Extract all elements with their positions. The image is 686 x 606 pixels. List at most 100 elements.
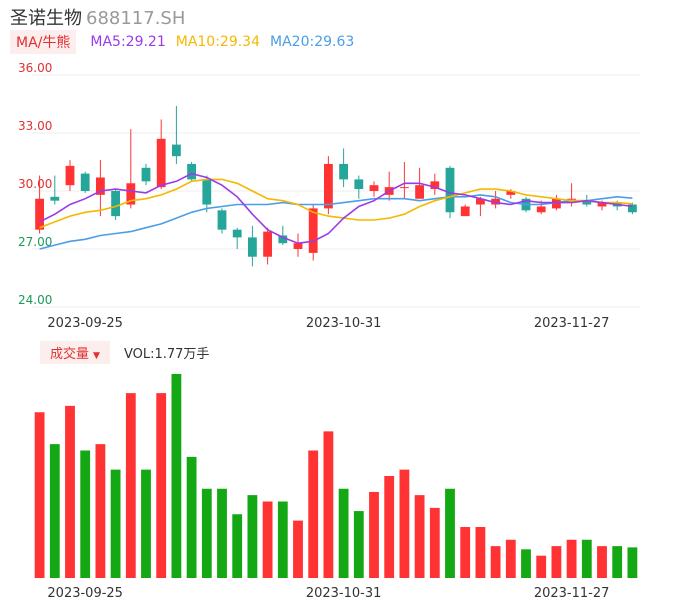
volume-bar (353, 511, 364, 578)
candle-body (95, 177, 105, 195)
candle-body (126, 183, 136, 205)
candle-body (232, 229, 242, 238)
candle-body (475, 198, 485, 205)
candle-body (536, 206, 546, 213)
candle-body (445, 167, 455, 213)
volume-bar (232, 514, 243, 578)
candle-body (171, 144, 181, 157)
ma-legend: MA/牛熊 MA5:29.21 MA10:29.34 MA20:29.63 (10, 30, 354, 54)
volume-value: VOL:1.77万手 (123, 346, 210, 362)
volume-bar (34, 412, 45, 578)
volume-bar (49, 444, 60, 578)
candle-body (141, 167, 151, 182)
candle-body (217, 210, 227, 230)
ma-type-button[interactable]: MA/牛熊 (10, 30, 77, 54)
volume-bar (308, 450, 319, 578)
candle-body (35, 198, 45, 230)
volume-bar (323, 431, 334, 578)
volume-bar (475, 527, 486, 578)
candle-body (323, 163, 333, 209)
volume-indicator-button[interactable]: 成交量 ▼ (40, 340, 110, 364)
ma20-label: MA20:29.63 (270, 34, 355, 50)
volume-bar (65, 405, 75, 578)
candle-body (567, 198, 577, 200)
candle-body (187, 163, 197, 180)
volume-button-label: 成交量 (50, 346, 90, 362)
stock-code: 688117.SH (86, 8, 186, 29)
candle-body (551, 198, 561, 209)
ma5-line (39, 172, 633, 245)
candle-body (430, 181, 440, 190)
candle-body (293, 243, 303, 249)
candle-body (627, 204, 637, 213)
candle-body (582, 200, 592, 205)
volume-bar (338, 488, 349, 578)
ma5-label: MA5:29.21 (90, 34, 166, 50)
candle-body (308, 208, 318, 253)
candle-body (247, 237, 257, 257)
candle-body (460, 206, 470, 217)
y-tick-label: 27.00 (18, 235, 52, 249)
volume-bar (627, 547, 638, 578)
volume-legend: 成交量 ▼ VOL:1.77万手 (40, 340, 210, 364)
volume-bar (201, 488, 212, 578)
candle-body (202, 179, 212, 205)
y-tick-label: 33.00 (18, 119, 52, 133)
y-tick-label: 24.00 (18, 293, 52, 307)
volume-bar (171, 374, 182, 578)
volume-bar (414, 495, 425, 578)
volume-bar (460, 527, 471, 578)
volume-bar (384, 476, 395, 578)
volume-bar (399, 469, 410, 578)
candle-body (156, 138, 166, 188)
stock-title: 圣诺生物 688117.SH (10, 4, 185, 30)
x-axis-date-label: 2023-09-25 (47, 316, 123, 331)
volume-bar (110, 469, 121, 578)
candle-body (278, 235, 288, 244)
volume-bar (277, 501, 288, 578)
candle-body (506, 191, 516, 195)
ma20-line (39, 194, 633, 250)
volume-bar (95, 444, 106, 578)
ma10-line (39, 178, 633, 229)
volume-bar (597, 546, 607, 578)
stock-name: 圣诺生物 (10, 8, 82, 29)
x-axis-date-label: 2023-11-27 (534, 316, 610, 331)
candle-body (354, 179, 364, 190)
candle-body (339, 163, 349, 180)
volume-bar (141, 469, 151, 578)
volume-bar (445, 488, 455, 578)
volume-bar (247, 495, 258, 578)
candle-body (597, 202, 607, 207)
volume-bar (369, 491, 379, 578)
candle-body (415, 185, 425, 199)
candle-body (369, 185, 379, 191)
volume-bar (156, 393, 167, 578)
volume-bar (536, 555, 547, 578)
volume-bar (186, 456, 197, 578)
volume-bar (490, 546, 501, 578)
volume-bar (125, 393, 136, 578)
candle-body (80, 173, 90, 191)
y-tick-label: 30.00 (18, 177, 52, 191)
volume-bar (612, 546, 623, 578)
candle-body (50, 196, 60, 201)
ma10-label: MA10:29.34 (175, 34, 261, 50)
volume-bar (521, 549, 531, 578)
y-tick-label: 36.00 (18, 61, 52, 75)
volume-bar (581, 539, 592, 578)
candle-body (399, 187, 409, 189)
volume-bar (551, 546, 562, 578)
candle-body (491, 198, 501, 205)
volume-x-axis-date-label: 2023-11-27 (534, 586, 610, 601)
volume-bar (80, 450, 91, 578)
volume-bar (429, 507, 440, 578)
triangle-down-icon: ▼ (93, 350, 100, 361)
volume-bar (566, 539, 577, 578)
volume-x-axis-date-label: 2023-10-31 (306, 586, 382, 601)
volume-bar (262, 501, 273, 578)
candle-body (111, 191, 121, 217)
volume-bar (293, 520, 303, 578)
x-axis-date-label: 2023-10-31 (306, 316, 382, 331)
